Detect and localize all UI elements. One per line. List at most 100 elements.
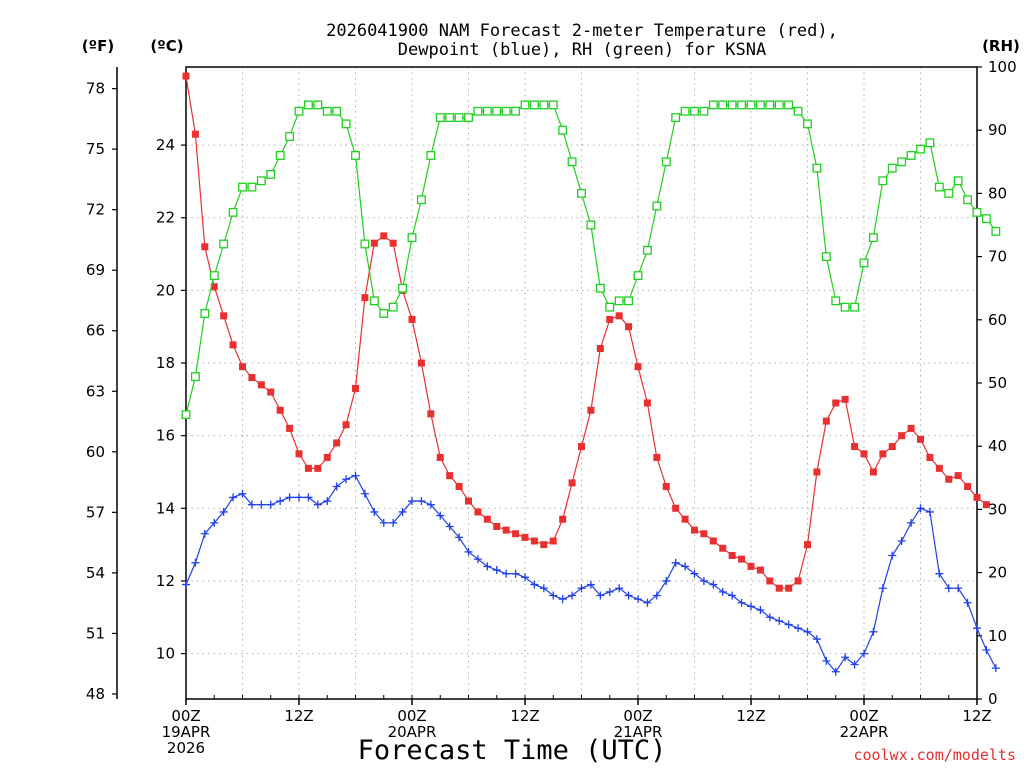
data-point (369, 296, 379, 306)
data-point (766, 577, 774, 585)
data-series (181, 72, 1001, 676)
rh-tick-label: 50 (988, 374, 1007, 392)
data-point (370, 239, 378, 247)
data-point (774, 100, 784, 110)
data-point (276, 406, 284, 414)
data-point (342, 475, 351, 484)
data-point (482, 106, 492, 116)
rh-tick-label: 100 (988, 58, 1017, 76)
x-tick-label: 12Z (284, 707, 313, 725)
data-point (662, 483, 670, 491)
data-point (568, 479, 576, 487)
data-point (408, 497, 416, 506)
data-point (690, 569, 699, 578)
x-tick-label: 20APR (388, 723, 437, 741)
data-point (303, 100, 313, 110)
data-point (502, 526, 510, 534)
data-point (454, 113, 464, 123)
data-point (756, 606, 765, 615)
data-point (652, 201, 662, 211)
data-point (606, 315, 614, 323)
data-point (464, 113, 473, 123)
data-point (220, 312, 228, 320)
rh-tick-label: 0 (988, 690, 998, 708)
data-point (841, 395, 849, 403)
data-point (559, 515, 567, 523)
data-point (539, 100, 549, 110)
data-point (925, 138, 935, 148)
data-point (935, 569, 944, 578)
data-point (295, 450, 303, 458)
data-point (492, 106, 502, 116)
data-point (747, 602, 755, 611)
data-point (389, 239, 397, 247)
data-point (681, 515, 689, 523)
data-point (445, 113, 455, 123)
data-point (878, 176, 888, 186)
data-point (427, 410, 435, 418)
data-point (295, 493, 303, 502)
x-tick-label: 12Z (736, 707, 765, 725)
data-point (898, 432, 906, 440)
data-point (728, 552, 736, 560)
celsius-tick-label: 18 (156, 354, 175, 372)
rh-tick-label: 20 (988, 564, 1007, 582)
data-point (435, 113, 445, 123)
data-point (436, 453, 444, 461)
data-point (681, 562, 690, 571)
data-point (549, 591, 558, 600)
data-point (812, 163, 822, 173)
data-point (483, 562, 492, 571)
data-point (775, 616, 784, 625)
data-point (182, 72, 190, 80)
data-point (860, 450, 868, 458)
data-point (501, 106, 511, 116)
data-point (294, 106, 304, 116)
data-point (709, 580, 718, 589)
data-point (558, 595, 567, 604)
data-point (738, 555, 746, 563)
data-point (653, 453, 661, 461)
x-tick-label: 00Z (397, 707, 426, 725)
data-point (248, 374, 256, 382)
rh-tick-label: 40 (988, 437, 1007, 455)
data-point (360, 489, 369, 498)
data-point (859, 258, 869, 268)
data-point (567, 157, 577, 167)
data-point (756, 566, 764, 574)
rh-tick-label: 80 (988, 184, 1007, 202)
data-point (851, 443, 859, 451)
x-tick-label: 21APR (614, 723, 663, 741)
data-point (388, 302, 398, 312)
data-point (944, 584, 953, 593)
data-point (190, 372, 200, 382)
data-point (285, 132, 295, 141)
data-point (276, 497, 285, 506)
fahrenheit-tick-label: 66 (86, 322, 105, 340)
celsius-tick-label: 12 (156, 572, 175, 590)
data-point (737, 100, 747, 110)
fahrenheit-tick-label: 72 (86, 201, 105, 219)
data-point (323, 453, 331, 461)
series-line (185, 76, 987, 589)
data-point (803, 119, 812, 129)
data-point (455, 533, 464, 542)
data-point (982, 501, 990, 509)
data-point (605, 587, 614, 596)
data-point (642, 245, 652, 255)
celsius-tick-label: 20 (156, 281, 175, 299)
data-point (916, 504, 925, 513)
data-point (257, 381, 265, 389)
data-point (634, 363, 642, 371)
grid-lines (186, 67, 977, 699)
data-point (831, 296, 841, 306)
data-point (323, 497, 332, 506)
x-axis-title: Forecast Time (UTC) (358, 735, 667, 766)
rh-tick-label: 10 (988, 627, 1007, 645)
data-point (436, 511, 445, 520)
data-point (182, 580, 190, 589)
celsius-tick-label: 24 (156, 136, 175, 154)
data-point (520, 100, 530, 110)
x-tick-label: 22APR (840, 723, 889, 741)
